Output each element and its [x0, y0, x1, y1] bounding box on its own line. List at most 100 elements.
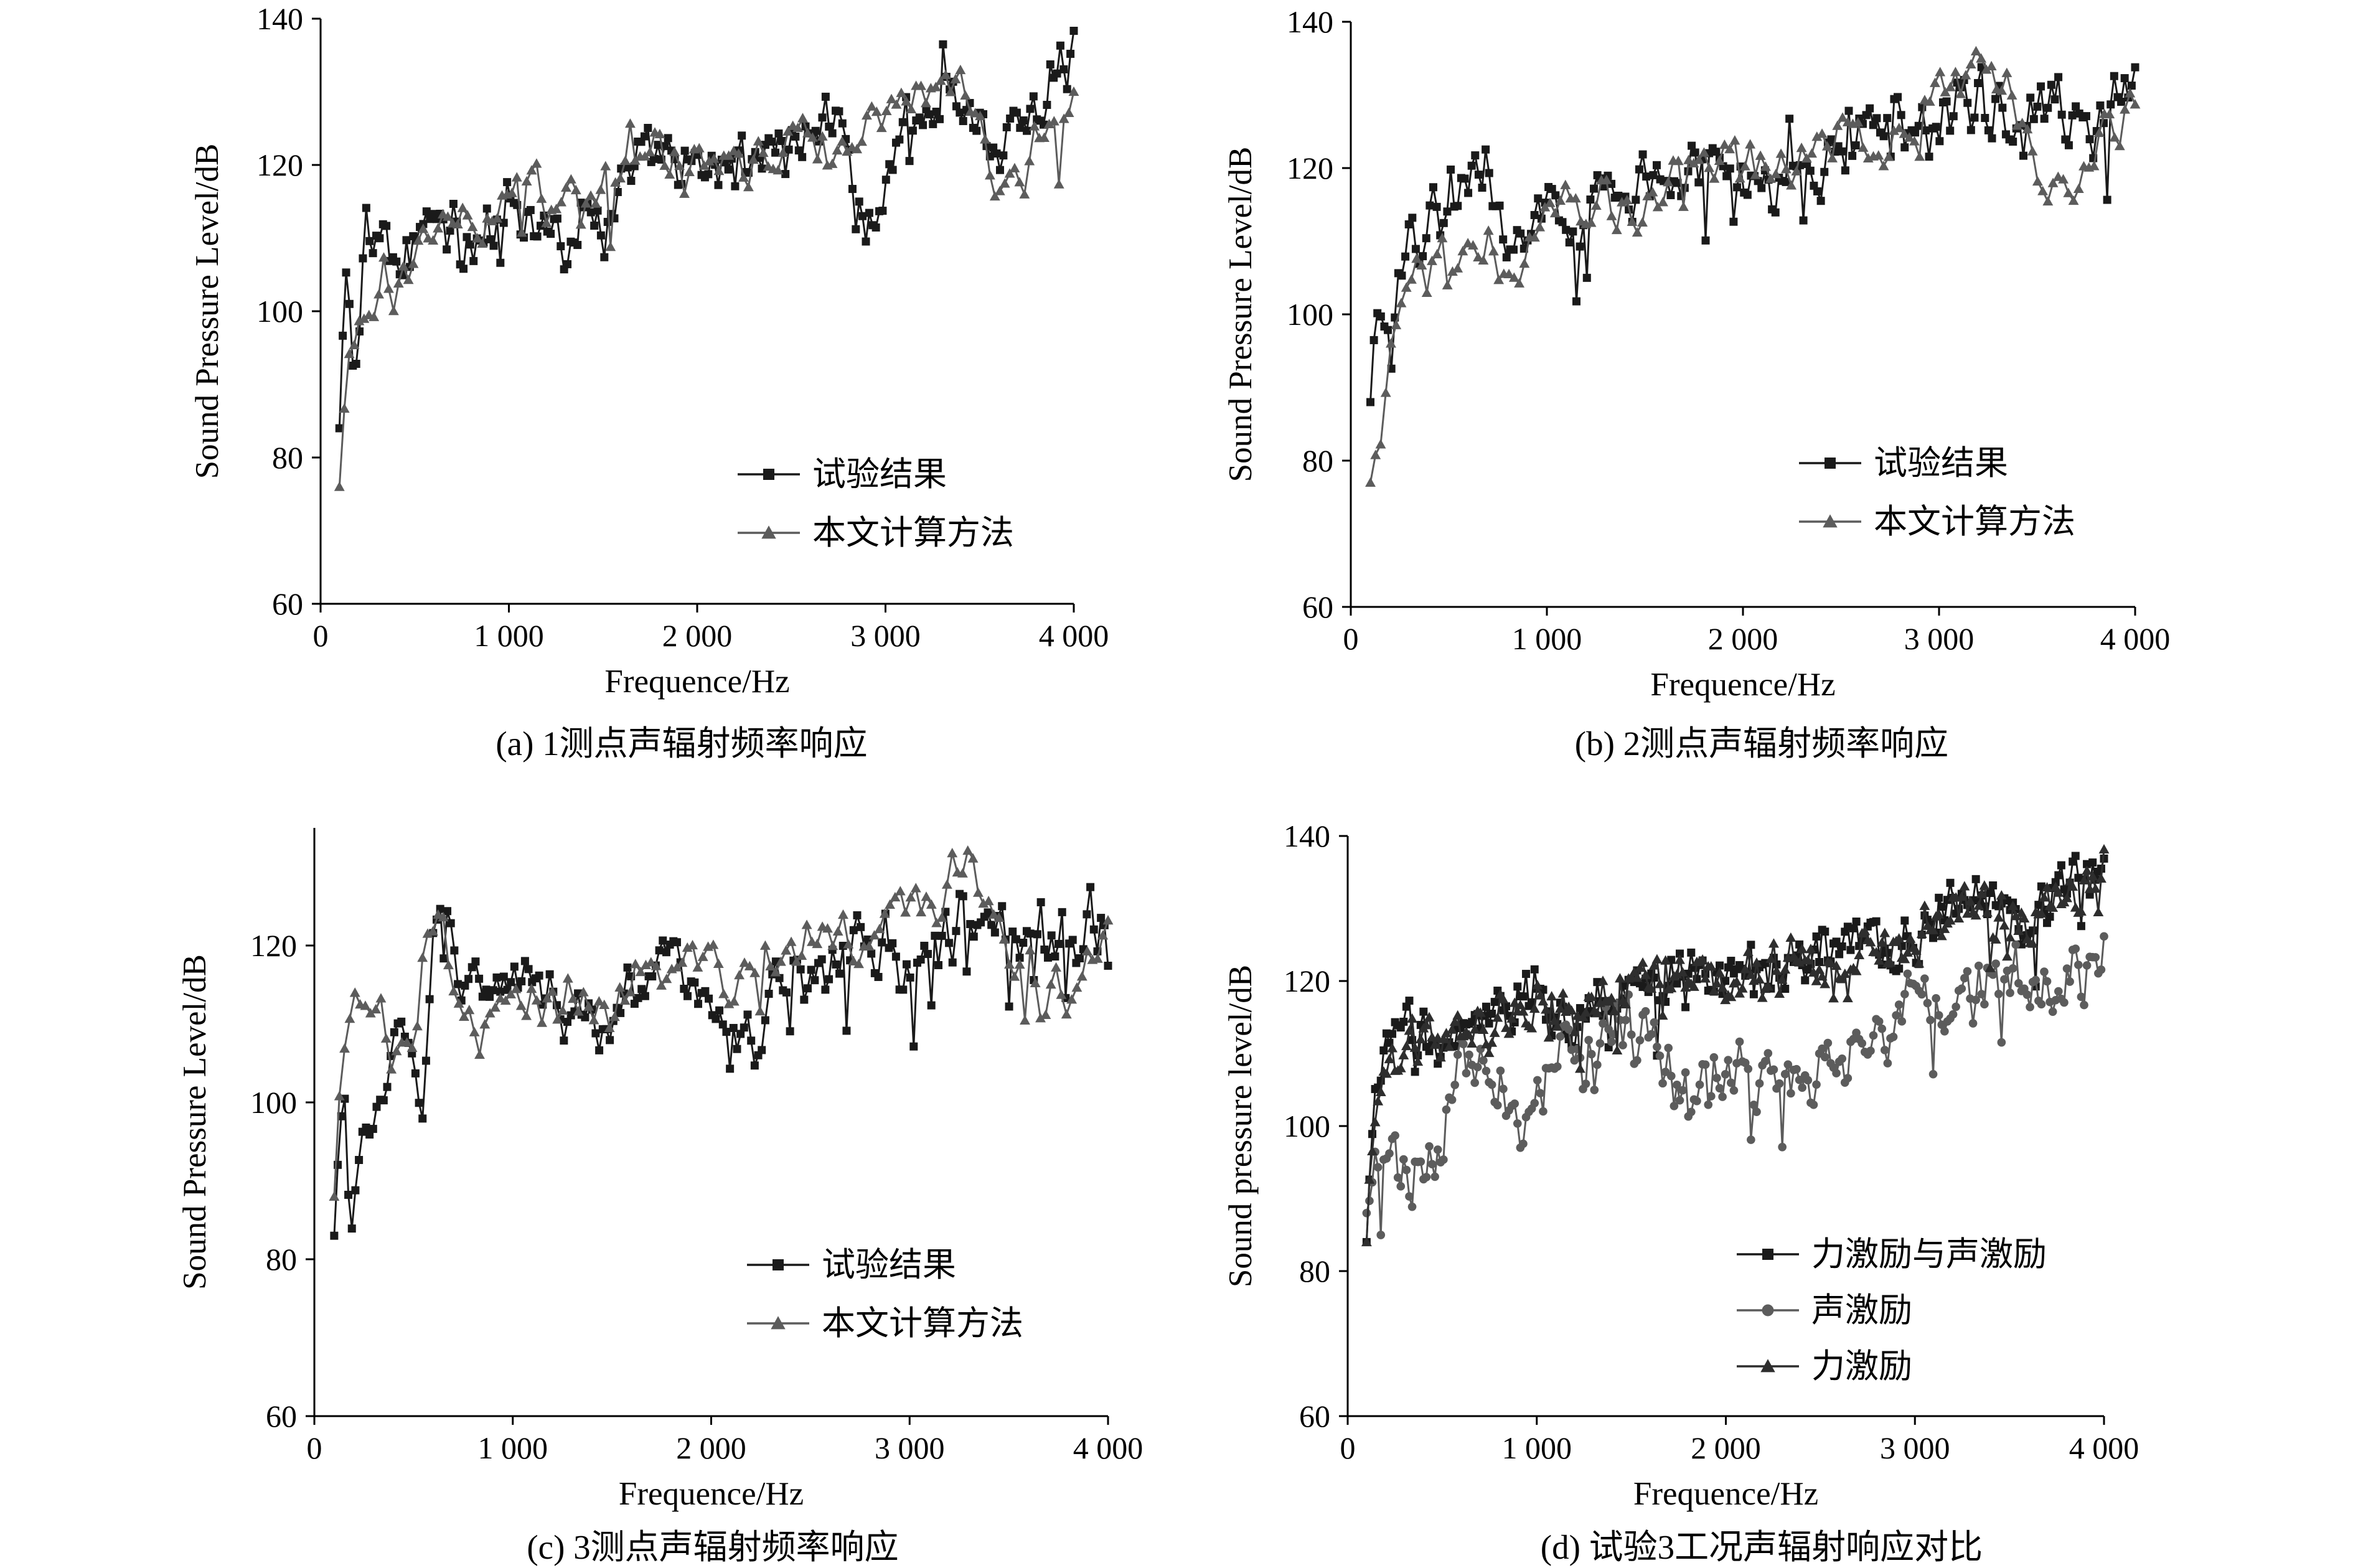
data-point — [556, 197, 567, 207]
data-point — [1976, 888, 1987, 898]
data-point — [411, 1021, 423, 1031]
data-point — [2019, 151, 2027, 160]
data-point — [1627, 1030, 1636, 1040]
data-point — [916, 906, 927, 917]
data-point — [390, 1028, 398, 1036]
data-point — [1718, 1092, 1727, 1101]
data-point — [360, 1000, 371, 1010]
data-point — [1502, 253, 1511, 261]
data-point — [1858, 142, 1869, 152]
data-point — [936, 912, 947, 922]
data-point — [1695, 1080, 1704, 1089]
data-point — [1729, 135, 1740, 145]
caption-c: (c) 3测点声辐射频率响应 — [527, 1528, 898, 1566]
data-point — [446, 227, 454, 235]
y-tick-label: 80 — [1302, 443, 1333, 478]
data-point — [1384, 1053, 1395, 1064]
data-point — [1045, 979, 1056, 989]
data-point — [1897, 111, 1905, 120]
data-point — [1674, 954, 1685, 964]
data-point — [531, 158, 542, 168]
data-point — [796, 965, 805, 974]
data-point — [1818, 1044, 1827, 1053]
data-point — [402, 1037, 413, 1047]
data-point — [975, 110, 986, 121]
data-point — [383, 283, 394, 293]
data-point — [1979, 880, 1990, 890]
chart-b: 0 1 000 2 000 3 000 4 000 60 80 100 120 140 Freque… — [1223, 4, 2170, 703]
data-point — [759, 940, 771, 950]
data-point — [573, 241, 582, 250]
x-tick-label: 0 — [1343, 621, 1359, 656]
data-point — [1519, 1139, 1528, 1148]
data-point — [960, 90, 971, 100]
data-point — [1539, 202, 1551, 212]
data-point — [791, 956, 802, 966]
series-square — [330, 883, 1112, 1240]
data-point — [1437, 233, 1448, 243]
x-tick-label: 1 000 — [1512, 621, 1582, 656]
data-point — [1585, 217, 1597, 227]
data-point — [1760, 1057, 1770, 1066]
data-point — [1482, 145, 1490, 154]
data-point — [1606, 210, 1617, 220]
data-point — [2082, 961, 2092, 970]
data-point — [505, 988, 516, 998]
data-point — [956, 108, 964, 117]
data-point — [1425, 201, 1434, 210]
data-point — [1467, 1038, 1478, 1048]
data-point — [650, 960, 662, 970]
data-point — [1373, 1096, 1384, 1106]
data-point — [641, 992, 649, 1000]
data-point — [1839, 968, 1851, 979]
data-point — [817, 131, 828, 141]
data-point — [1376, 312, 1385, 321]
data-point — [557, 242, 565, 251]
data-point — [1040, 946, 1049, 954]
data-point — [1889, 1032, 1898, 1041]
data-point — [876, 122, 887, 133]
data-point — [1780, 1069, 1790, 1079]
data-point — [801, 919, 812, 929]
data-point — [1691, 148, 1699, 157]
data-point — [957, 868, 968, 878]
data-point — [1827, 153, 1838, 162]
data-point — [365, 237, 374, 245]
data-point — [1716, 961, 1724, 970]
data-point — [1780, 164, 1792, 174]
data-point — [1640, 969, 1651, 979]
data-point — [1632, 972, 1643, 982]
data-point — [1650, 974, 1658, 982]
data-point — [1678, 201, 1689, 211]
y-tick-label: 100 — [1287, 297, 1333, 332]
data-point — [2004, 932, 2016, 942]
data-point — [537, 1017, 548, 1027]
data-point — [2097, 965, 2106, 974]
data-point — [1498, 993, 1509, 1003]
data-point — [1488, 246, 1499, 256]
data-point — [952, 102, 960, 111]
data-point — [989, 909, 999, 919]
data-point — [1914, 121, 1923, 130]
data-point — [2043, 919, 2052, 927]
data-point — [1485, 1019, 1493, 1028]
data-point — [1688, 981, 1699, 991]
data-point — [1016, 123, 1025, 132]
data-point — [863, 935, 872, 944]
data-point — [1903, 969, 1912, 979]
caption-b: (b) 2测点声辐射频率响应 — [1575, 725, 1948, 763]
data-point — [1897, 1016, 1907, 1026]
data-point — [413, 235, 424, 245]
data-point — [1530, 965, 1539, 974]
data-point — [792, 122, 804, 133]
data-point — [1675, 949, 1684, 958]
series-square — [1362, 852, 2108, 1246]
data-point — [1419, 1007, 1428, 1016]
data-point — [849, 926, 858, 934]
data-point — [1982, 907, 1993, 917]
data-point — [383, 1082, 392, 1091]
data-point — [1749, 1101, 1759, 1109]
legend-item: 力激励与声激励 — [1737, 1236, 2047, 1273]
data-point — [442, 211, 453, 221]
legend-marker — [1823, 514, 1838, 528]
